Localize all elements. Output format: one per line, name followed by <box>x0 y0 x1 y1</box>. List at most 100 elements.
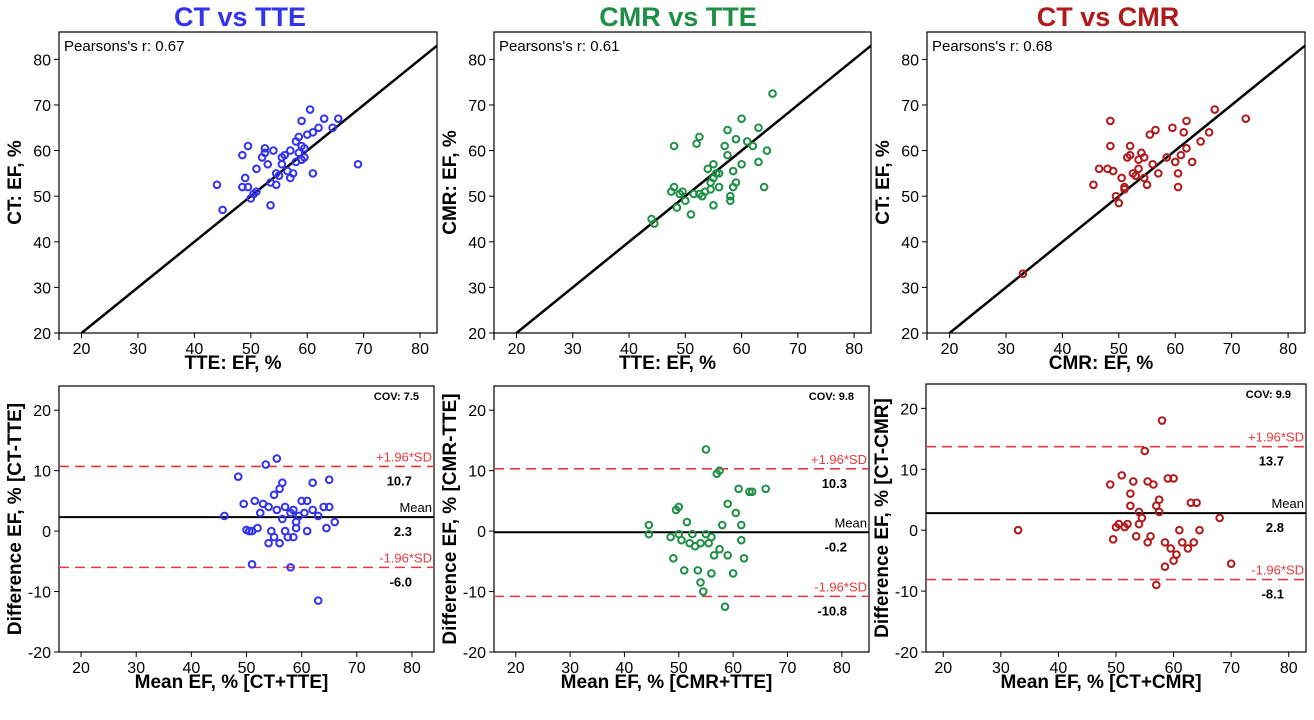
scatter-panel-ct-vs-tte: 20 30 40 50 60 70 80 20 30 40 50 60 70 80 TTE: EF, % CT… <box>5 31 438 374</box>
data-point <box>297 496 306 506</box>
data-point <box>709 159 718 169</box>
data-point <box>263 159 273 169</box>
data-point <box>1108 535 1118 544</box>
data-point <box>726 196 735 206</box>
x-tick-label: 40 <box>620 341 638 358</box>
data-point <box>278 514 287 524</box>
data-point <box>698 587 708 596</box>
line-value-mean: 2.8 <box>1266 520 1284 535</box>
data-point <box>679 566 689 575</box>
data-point <box>678 187 687 196</box>
data-point <box>1152 580 1161 590</box>
data-point <box>761 484 771 494</box>
data-point <box>696 538 705 548</box>
x-tick-label: 70 <box>789 341 807 358</box>
data-point <box>1106 141 1115 151</box>
y-tick-label: 20 <box>468 326 486 343</box>
data-point <box>288 169 298 178</box>
data-point <box>695 132 704 142</box>
data-point <box>707 532 716 542</box>
data-point <box>715 544 724 554</box>
x-axis-label: CMR: EF, % <box>1049 353 1154 374</box>
data-point <box>269 532 279 542</box>
x-axis-label: Mean EF, % [CMR+TTE] <box>561 672 773 693</box>
plot-frame <box>493 31 872 334</box>
y-axis-label: Difference EF, % [CMR-TTE] <box>440 393 461 644</box>
data-point <box>294 148 304 158</box>
data-point <box>289 532 298 542</box>
scatter-panel-cmr-vs-tte: 20 30 40 50 60 70 80 20 30 40 50 60 70 80 TTE: EF, % CM… <box>440 31 872 374</box>
y-tick-label: 60 <box>33 144 51 161</box>
data-point <box>1128 477 1138 486</box>
data-point <box>739 553 749 563</box>
y-tick-label: 80 <box>901 52 919 69</box>
data-point <box>240 173 250 183</box>
data-point <box>305 105 315 114</box>
y-tick-label: 70 <box>468 98 486 115</box>
data-point <box>709 201 718 210</box>
line-value-upper: 13.7 <box>1259 454 1284 469</box>
data-point <box>711 169 721 178</box>
data-point <box>1140 446 1150 456</box>
data-point <box>1146 531 1155 541</box>
plot-frame <box>493 385 870 653</box>
line-value-upper: 10.3 <box>822 476 847 491</box>
y-tick-label: -20 <box>463 645 486 662</box>
y-tick-label: 20 <box>468 403 486 420</box>
y-tick-label: 0 <box>909 523 918 540</box>
y-axis-label: CMR: EF, % <box>440 130 461 235</box>
data-point <box>1182 116 1191 126</box>
data-point <box>669 553 678 563</box>
line-value-upper: 10.7 <box>387 473 412 488</box>
x-tick-label: 80 <box>845 341 863 358</box>
y-tick-label: 20 <box>33 403 51 420</box>
data-point <box>692 139 701 149</box>
data-point <box>302 526 312 536</box>
data-point <box>1195 525 1204 535</box>
data-point <box>726 191 735 201</box>
data-point <box>714 182 724 192</box>
data-point <box>1204 128 1214 137</box>
data-point <box>1126 501 1135 511</box>
data-point <box>212 180 222 190</box>
data-point <box>261 460 271 469</box>
data-point <box>701 445 711 454</box>
data-point <box>280 502 290 512</box>
data-point <box>1210 105 1220 114</box>
data-point <box>677 535 686 545</box>
y-tick-label: 40 <box>468 235 486 252</box>
line-label-lower: -1.96*SD <box>814 579 867 594</box>
data-point <box>1179 128 1189 137</box>
data-point <box>1094 164 1104 174</box>
x-tick-label: 20 <box>941 341 959 358</box>
data-point <box>272 454 282 463</box>
data-point <box>253 523 262 533</box>
line-value-mean: -0.2 <box>825 539 847 554</box>
plot-frame <box>926 31 1306 334</box>
column-title-ct-vs-tte: CT vs TTE <box>173 2 307 32</box>
x-tick-label: 80 <box>411 341 429 358</box>
data-point <box>1177 538 1187 547</box>
y-tick-label: 50 <box>33 189 51 206</box>
x-tick-label: 80 <box>833 660 851 677</box>
data-point <box>1131 531 1141 541</box>
x-tick-label: 40 <box>1054 341 1072 358</box>
data-point <box>728 569 738 578</box>
data-point <box>768 89 777 98</box>
x-tick-label: 70 <box>1223 341 1241 358</box>
x-tick-label: 20 <box>508 341 526 358</box>
cov-annotation: COV: 9.8 <box>809 391 854 403</box>
data-point <box>269 146 278 155</box>
data-point <box>1125 141 1135 151</box>
data-point <box>271 180 281 190</box>
data-point <box>707 569 716 578</box>
data-point <box>1215 513 1224 523</box>
y-tick-label: -10 <box>895 584 918 601</box>
data-point <box>1166 544 1175 553</box>
data-point <box>759 182 769 192</box>
data-point <box>239 499 249 509</box>
data-point <box>1160 538 1170 547</box>
data-point <box>644 520 654 530</box>
data-point <box>754 123 763 133</box>
data-point <box>1157 416 1167 425</box>
